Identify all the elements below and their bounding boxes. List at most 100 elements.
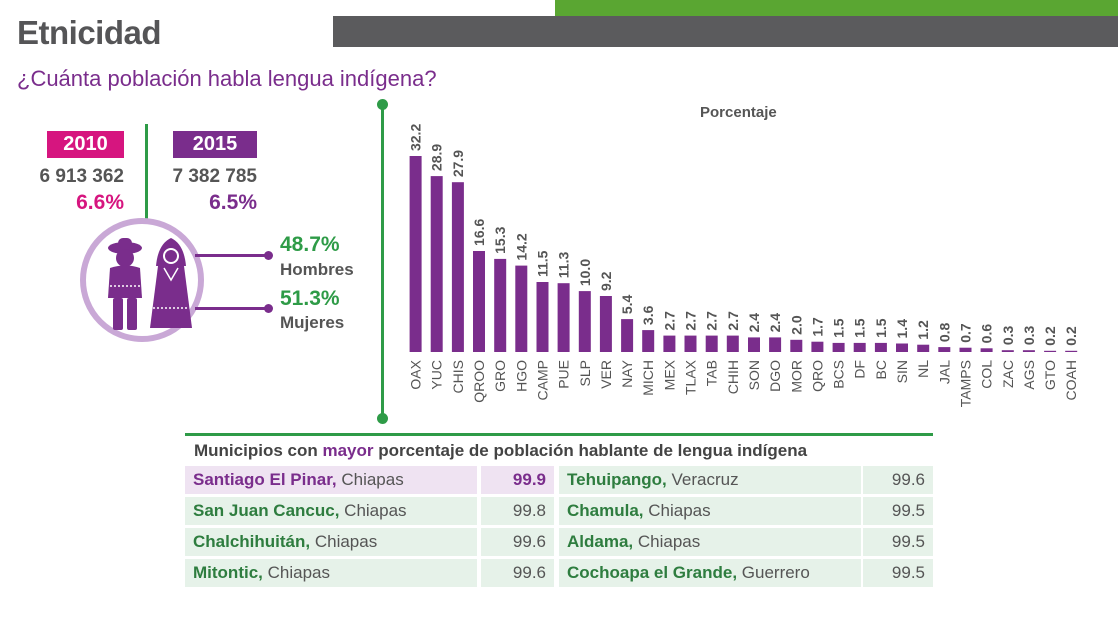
category-label-df: DF (852, 360, 868, 379)
bar-chart: 32.2 OAX 28.9 YUC 27.9 CHIS 16.6 QROO 15.3 GRO 14.… (408, 124, 1080, 408)
category-label-slp: SLP (577, 360, 593, 386)
bar-col (980, 348, 993, 352)
value-label-yuc: 28.9 (429, 144, 445, 171)
bar-dgo (769, 337, 782, 352)
municipio-state: Veracruz (666, 470, 739, 489)
table-title-post: porcentaje de población hablante de leng… (373, 441, 808, 460)
bar-pue (557, 283, 570, 352)
category-label-chis: CHIS (450, 360, 466, 393)
value-label-gto: 0.2 (1042, 326, 1058, 346)
bar-coah (1065, 350, 1078, 352)
category-label-nay: NAY (619, 359, 635, 387)
value-label-ver: 9.2 (598, 271, 614, 291)
category-label-jal: JAL (936, 360, 952, 384)
men-connector-line (195, 254, 267, 257)
bar-ags (1022, 350, 1035, 352)
value-label-jal: 0.8 (936, 322, 952, 342)
category-label-pue: PUE (556, 360, 572, 389)
table-row: Santiago El Pinar, Chiapas 99.9 Tehuipango… (185, 466, 933, 494)
value-label-mor: 2.0 (788, 315, 804, 335)
municipio-value: 99.6 (481, 528, 554, 556)
percent-2015: 6.5% (209, 191, 257, 214)
category-label-sin: SIN (894, 360, 910, 383)
value-label-dgo: 2.4 (767, 313, 783, 333)
women-connector-line (195, 307, 267, 310)
men-connector-dot (264, 251, 273, 260)
bar-son (748, 337, 760, 352)
category-label-gto: GTO (1042, 360, 1058, 390)
category-label-yuc: YUC (429, 360, 445, 390)
municipio-value: 99.6 (481, 559, 554, 587)
municipio-state: Chiapas (339, 501, 407, 520)
category-label-nl: NL (915, 360, 931, 378)
value-label-camp: 11.5 (534, 250, 550, 277)
year-2015-badge: 2015 (173, 131, 257, 158)
municipio-name: Tehuipango, Veracruz (559, 466, 861, 494)
bar-oax (409, 156, 422, 352)
chart-axis-line (381, 103, 384, 419)
municipio-name: Mitontic, Chiapas (185, 559, 477, 587)
value-label-oax: 32.2 (408, 124, 424, 151)
bar-nl (917, 344, 930, 352)
value-label-mex: 2.7 (661, 311, 677, 331)
category-label-mex: MEX (661, 359, 677, 390)
category-label-tamps: TAMPS (957, 360, 973, 407)
municipio-value: 99.5 (863, 559, 933, 587)
category-label-hgo: HGO (513, 360, 529, 392)
category-label-ver: VER (598, 360, 614, 389)
bar-bcs (832, 342, 845, 352)
municipio-name-bold: San Juan Cancuc, (193, 501, 340, 520)
bar-yuc (430, 176, 443, 352)
table-row: Chalchihuitán, Chiapas 99.6 Aldama, Chiapa… (185, 528, 933, 556)
category-label-son: SON (746, 360, 762, 390)
bar-bc (874, 342, 887, 352)
value-label-hgo: 14.2 (513, 233, 529, 260)
category-label-bcs: BCS (831, 360, 847, 389)
year-2010-badge: 2010 (47, 131, 124, 158)
municipio-state: Chiapas (633, 532, 701, 551)
bar-qro (811, 341, 824, 352)
municipio-value: 99.8 (481, 497, 554, 525)
municipio-value: 99.6 (863, 466, 933, 494)
value-label-slp: 10.0 (577, 259, 593, 286)
value-label-bcs: 1.5 (831, 318, 847, 338)
value-label-nl: 1.2 (915, 320, 931, 340)
bar-sin (896, 343, 908, 352)
category-label-ags: AGS (1021, 360, 1037, 390)
category-label-gro: GRO (492, 360, 508, 392)
value-label-tab: 2.7 (704, 311, 720, 331)
women-label: Mujeres (280, 313, 345, 332)
table-title: Municipios con mayor porcentaje de pobla… (185, 433, 933, 463)
category-label-mor: MOR (788, 360, 804, 393)
value-label-nay: 5.4 (619, 294, 635, 314)
table-row: Mitontic, Chiapas 99.6 Cochoapa el Grande,… (185, 559, 933, 587)
bar-df (853, 342, 866, 352)
value-label-tamps: 0.7 (957, 323, 973, 343)
municipio-name-bold: Chalchihuitán, (193, 532, 311, 551)
page-title: Etnicidad (17, 14, 162, 51)
category-label-zac: ZAC (1000, 360, 1016, 388)
municipio-name: Chalchihuitán, Chiapas (185, 528, 477, 556)
bar-hgo (515, 265, 528, 352)
value-label-bc: 1.5 (873, 318, 889, 338)
value-label-df: 1.5 (852, 318, 868, 338)
percent-2010: 6.6% (76, 191, 124, 214)
bar-mex (663, 335, 676, 352)
municipio-name-bold: Mitontic, (193, 563, 263, 582)
bar-nay (621, 319, 634, 352)
population-2010: 6 913 362 (39, 166, 124, 187)
value-label-mich: 3.6 (640, 305, 656, 325)
man-icon (108, 238, 142, 330)
category-label-bc: BC (873, 360, 889, 379)
municipio-name: Cochoapa el Grande, Guerrero (559, 559, 861, 587)
bar-mich (642, 330, 655, 352)
chart-axis-dot-top (377, 99, 388, 110)
man-woman-icon (108, 238, 192, 330)
header-green-band (555, 0, 1118, 16)
category-label-coah: COAH (1063, 360, 1079, 400)
municipio-name: Santiago El Pinar, Chiapas (185, 466, 477, 494)
value-label-col: 0.6 (979, 324, 995, 344)
table-title-pre: Municipios con (194, 441, 323, 460)
men-label: Hombres (280, 260, 354, 279)
bar-tab (705, 335, 718, 352)
